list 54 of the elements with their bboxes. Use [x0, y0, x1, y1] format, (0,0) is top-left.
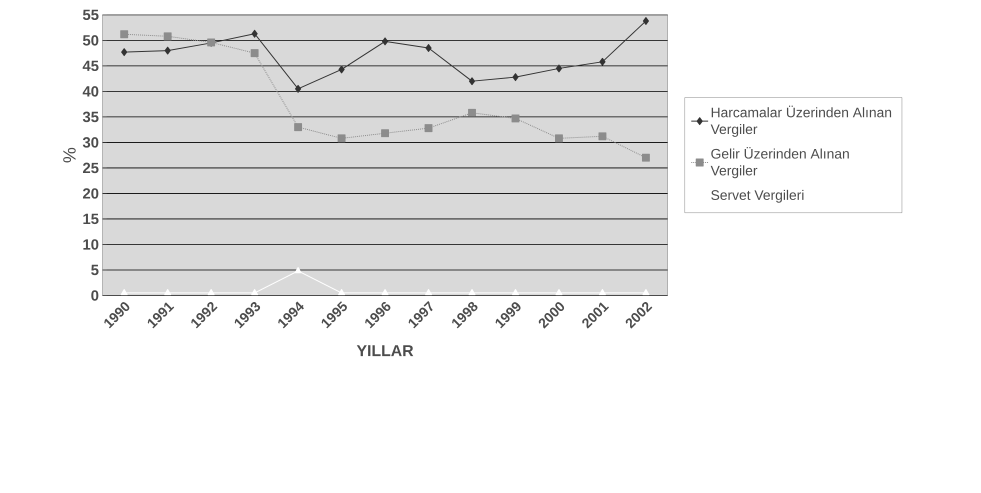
y-tick-label: 35 — [82, 112, 99, 122]
point — [382, 289, 389, 296]
point — [512, 73, 519, 82]
point — [512, 289, 519, 296]
point — [382, 38, 388, 46]
y-tick-label: 0 — [91, 290, 98, 301]
legend-label: Gelir Üzerinden Alınan Vergiler — [710, 147, 849, 178]
point — [599, 58, 606, 66]
point — [294, 123, 302, 132]
point — [468, 289, 476, 296]
point — [164, 32, 172, 40]
text: Servet Vergileri — [711, 190, 804, 203]
point — [642, 154, 650, 162]
y-tick-label: 40 — [82, 86, 98, 97]
point — [120, 30, 128, 38]
point — [425, 289, 432, 296]
y-axis-title: % — [63, 148, 76, 163]
point — [381, 129, 390, 138]
point — [642, 17, 650, 26]
point — [424, 124, 432, 132]
y-tick-label: 45 — [82, 60, 99, 72]
point — [468, 77, 476, 86]
point — [338, 134, 346, 142]
y-tick-label: 30 — [82, 137, 98, 148]
point — [295, 84, 302, 93]
point — [252, 30, 258, 38]
y-tick-label: 20 — [82, 188, 98, 199]
point — [164, 289, 172, 296]
point — [338, 289, 346, 296]
point — [294, 267, 302, 274]
point — [120, 289, 128, 296]
point — [338, 66, 345, 74]
point — [251, 289, 258, 296]
point — [598, 132, 606, 140]
y-tick-label: 55 — [82, 10, 99, 20]
x-axis-title: YILLAR — [356, 345, 414, 356]
y-tick-label: 5 — [91, 264, 99, 276]
point — [512, 114, 520, 122]
y-tick-label: 15 — [83, 214, 99, 224]
point — [208, 289, 215, 296]
point — [556, 64, 562, 72]
point — [468, 108, 476, 117]
point — [164, 46, 171, 55]
y-tick-label: 50 — [82, 35, 98, 46]
point — [598, 289, 606, 296]
y-tick-label: 25 — [82, 162, 99, 174]
point — [121, 48, 128, 56]
point — [250, 49, 259, 58]
point — [555, 289, 562, 296]
y-tick-label: 10 — [83, 239, 98, 250]
point — [425, 44, 432, 52]
legend-label: Harcamalar Üzerinden Alınan Vergiler — [710, 106, 892, 137]
point — [555, 134, 563, 142]
point — [642, 289, 650, 296]
